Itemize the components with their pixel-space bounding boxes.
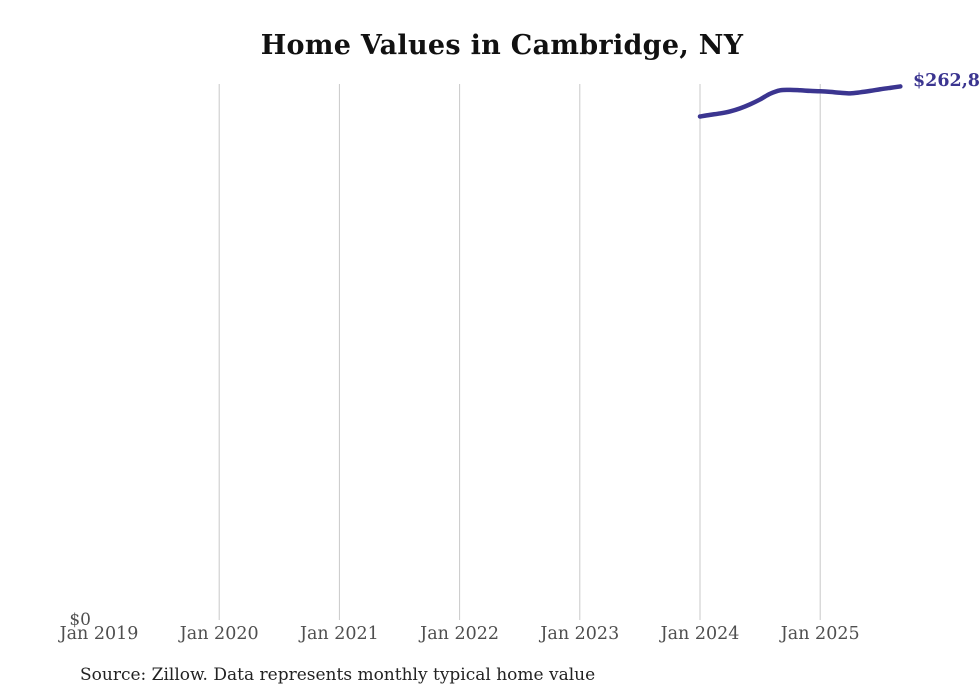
x-axis-label: Jan 2021 xyxy=(299,624,379,644)
chart-title: Home Values in Cambridge, NY xyxy=(260,30,744,61)
x-axis-label: Jan 2025 xyxy=(780,624,860,644)
x-axis-label: Jan 2022 xyxy=(420,624,500,644)
x-axis-label: Jan 2023 xyxy=(540,624,620,644)
y-axis-zero-label: $0 xyxy=(69,610,91,630)
x-axis-label: Jan 2020 xyxy=(179,624,259,644)
x-axis-label: Jan 2024 xyxy=(660,624,740,644)
latest-value-label: $262,84 xyxy=(913,71,980,91)
gridlines xyxy=(218,84,821,620)
source-note: Source: Zillow. Data represents monthly … xyxy=(80,665,596,685)
x-axis-label: Jan 2019 xyxy=(59,624,139,644)
value-line xyxy=(697,84,903,119)
